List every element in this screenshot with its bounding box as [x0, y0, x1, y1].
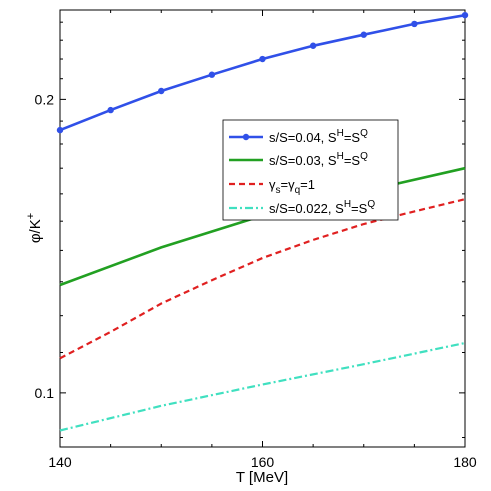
series-point [309, 42, 317, 49]
legend-text-mid: =S [351, 201, 368, 216]
legend-sup: H [337, 151, 344, 162]
axis-tick-labels: 140 160 180 0.1 0.2 [35, 91, 477, 470]
legend-sup: Q [360, 128, 368, 139]
legend-label-4: s/S=0.022, SH=SQ [269, 199, 375, 216]
legend-label-1: s/S=0.04, SH=SQ [269, 128, 368, 145]
x-tick-label: 160 [251, 454, 275, 470]
y-tick-label: 0.1 [35, 385, 55, 401]
legend-label-2: s/S=0.03, SH=SQ [269, 151, 368, 168]
legend-text-main: s/S=0.03, S [269, 153, 337, 168]
x-tick-label: 140 [48, 454, 72, 470]
legend-sub: q [295, 185, 301, 196]
x-tick-label: 180 [453, 454, 477, 470]
legend-text-main: γ [269, 177, 276, 192]
legend-marker [242, 133, 250, 141]
legend-text-main: s/S=0.022, S [269, 201, 344, 216]
x-axis-title: T [MeV] [236, 469, 288, 486]
series-point [56, 126, 64, 134]
legend-sup: Q [360, 151, 368, 162]
legend-sup: H [337, 128, 344, 139]
legend-text-main: s/S=0.04, S [269, 130, 337, 145]
plot-area [59, 9, 466, 448]
legend-text-mid: =S [344, 130, 361, 145]
legend-sup: H [344, 199, 351, 210]
y-axis-title-main: φ/K [27, 219, 44, 243]
series-4 [59, 341, 466, 432]
series-point [411, 20, 418, 28]
series-point [461, 11, 469, 19]
legend-text-mid: =γ [281, 177, 296, 192]
series-1 [56, 11, 469, 134]
series-point [360, 31, 367, 38]
legend-label-3: γs=γq=1 [269, 177, 315, 196]
y-axis-title-sup: + [25, 213, 37, 219]
legend-text-mid: =S [344, 153, 361, 168]
legend-sup: Q [367, 199, 375, 210]
series-point [259, 55, 266, 63]
y-tick-label: 0.2 [35, 91, 55, 107]
y-axis-title: φ/K+ [25, 213, 44, 243]
legend-text-tail: =1 [300, 177, 315, 192]
legend: s/S=0.04, SH=SQs/S=0.03, SH=SQγs=γq=1s/S… [222, 119, 399, 221]
series-line [59, 341, 466, 432]
series-point [158, 87, 165, 95]
series-point [208, 71, 216, 78]
legend-sub: s [276, 185, 281, 196]
series-point [107, 106, 114, 114]
